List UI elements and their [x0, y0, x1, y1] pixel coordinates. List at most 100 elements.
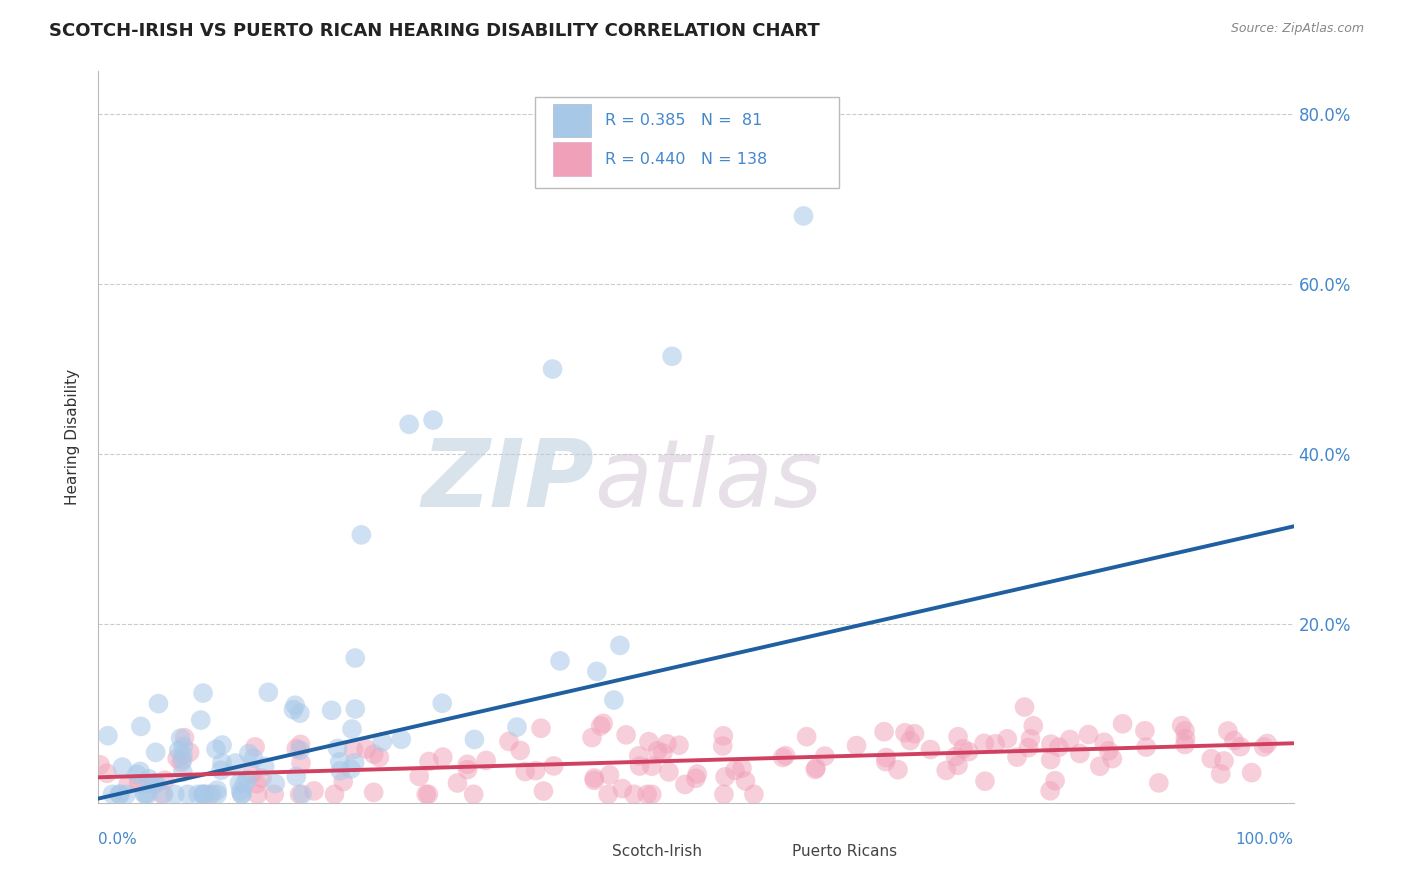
Point	[432, 750, 454, 764]
Point	[581, 731, 603, 745]
Point	[135, 787, 157, 801]
Point	[1039, 737, 1062, 751]
Point	[224, 756, 246, 770]
Point	[115, 787, 138, 801]
Point	[231, 787, 253, 801]
Point	[638, 734, 661, 748]
Point	[143, 777, 166, 791]
Point	[173, 731, 195, 745]
Point	[187, 787, 209, 801]
Point	[263, 787, 285, 801]
Point	[742, 787, 765, 801]
Point	[354, 742, 377, 756]
Point	[205, 783, 228, 797]
Point	[145, 745, 167, 759]
Point	[422, 413, 444, 427]
Text: 100.0%: 100.0%	[1236, 832, 1294, 847]
Point	[344, 702, 367, 716]
Point	[136, 776, 159, 790]
Point	[418, 787, 440, 801]
Point	[1043, 773, 1066, 788]
Point	[1174, 723, 1197, 738]
Point	[793, 209, 815, 223]
Point	[1077, 728, 1099, 742]
Point	[418, 755, 440, 769]
Point	[935, 764, 957, 778]
Point	[724, 764, 747, 778]
Point	[498, 734, 520, 748]
Point	[209, 763, 232, 777]
Point	[371, 735, 394, 749]
Point	[1092, 735, 1115, 749]
Point	[804, 761, 827, 775]
Point	[134, 787, 156, 801]
Point	[246, 777, 269, 791]
Point	[163, 787, 186, 801]
Point	[1039, 753, 1062, 767]
Point	[984, 737, 1007, 751]
Point	[920, 742, 942, 756]
Point	[596, 787, 619, 801]
Point	[1019, 731, 1042, 746]
Point	[136, 787, 159, 801]
Point	[167, 744, 190, 758]
Point	[290, 738, 312, 752]
Point	[190, 713, 212, 727]
Point	[973, 736, 995, 750]
Text: Puerto Ricans: Puerto Ricans	[792, 845, 897, 859]
Point	[1147, 776, 1170, 790]
Point	[329, 764, 352, 778]
Point	[145, 776, 167, 790]
Point	[1039, 784, 1062, 798]
Point	[1170, 718, 1192, 732]
Point	[673, 777, 696, 791]
Point	[845, 739, 868, 753]
Point	[343, 756, 366, 770]
Point	[96, 766, 118, 780]
Point	[686, 767, 709, 781]
Point	[1209, 767, 1232, 781]
Point	[194, 787, 217, 801]
Point	[583, 773, 606, 788]
Point	[117, 777, 139, 791]
Point	[138, 772, 160, 786]
Point	[457, 763, 479, 777]
Text: Scotch-Irish: Scotch-Irish	[613, 845, 703, 859]
Point	[903, 727, 925, 741]
Point	[1005, 750, 1028, 764]
Point	[628, 759, 651, 773]
Point	[731, 761, 754, 775]
Point	[228, 776, 250, 790]
Point	[326, 741, 349, 756]
Point	[463, 787, 485, 801]
Point	[548, 654, 571, 668]
Point	[432, 696, 454, 710]
Point	[150, 787, 173, 801]
Point	[585, 665, 607, 679]
Text: R = 0.440   N = 138: R = 0.440 N = 138	[605, 152, 768, 167]
Point	[1022, 719, 1045, 733]
Point	[290, 756, 312, 770]
Point	[541, 362, 564, 376]
Point	[240, 767, 263, 781]
Point	[243, 739, 266, 754]
Point	[89, 757, 111, 772]
Text: 0.0%: 0.0%	[98, 832, 138, 847]
Point	[974, 774, 997, 789]
Point	[651, 746, 673, 760]
Point	[363, 785, 385, 799]
Point	[191, 686, 214, 700]
Text: Source: ZipAtlas.com: Source: ZipAtlas.com	[1230, 22, 1364, 36]
Point	[609, 639, 631, 653]
Point	[340, 722, 363, 736]
Point	[1135, 739, 1157, 754]
Point	[612, 781, 634, 796]
Point	[344, 651, 367, 665]
Point	[515, 764, 537, 779]
Point	[1174, 731, 1197, 746]
Point	[772, 750, 794, 764]
Point	[233, 776, 256, 790]
Point	[368, 750, 391, 764]
Point	[238, 747, 260, 761]
Point	[285, 741, 308, 756]
